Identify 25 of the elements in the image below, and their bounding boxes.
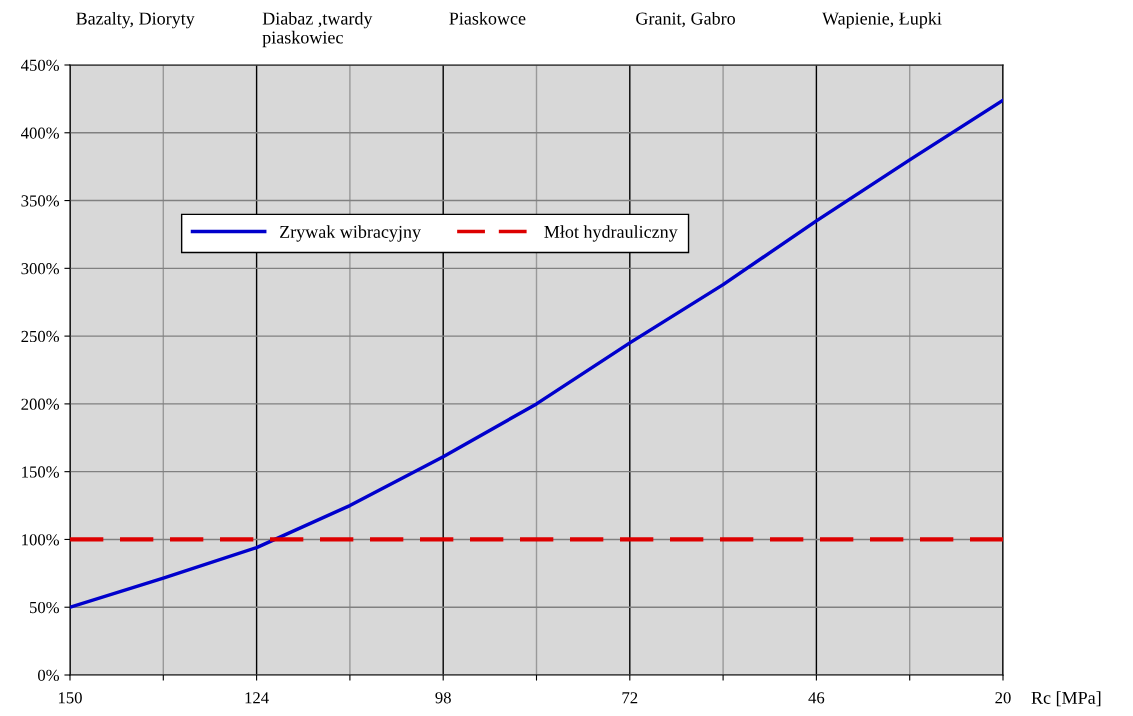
y-tick-label: 200% xyxy=(21,398,60,410)
y-tick-label: 300% xyxy=(21,263,60,275)
y-tick-label: 100% xyxy=(22,534,60,546)
y-tick-label: 250% xyxy=(21,330,60,343)
text: Piaskowce xyxy=(449,11,526,25)
x-tick-label: 72 xyxy=(622,692,638,704)
legend-label: Młot hydrauliczny xyxy=(544,225,678,242)
x-tick-label: 20 xyxy=(995,692,1011,704)
x-tick-label: 150 xyxy=(58,692,82,704)
legend-label: Zrywak wibracyjny xyxy=(280,225,421,242)
x-tick-label: 46 xyxy=(808,692,825,704)
y-tick-label: 400% xyxy=(21,127,60,139)
x-axis-title: Rc [MPa] xyxy=(1031,691,1101,707)
y-tick-label: 50% xyxy=(30,601,60,614)
text: Diabaz ,twardy piaskowiec xyxy=(262,11,373,48)
text: Wapienie, Łupki xyxy=(822,11,942,29)
x-tick-label: 124 xyxy=(245,692,269,704)
y-tick-label: 450% xyxy=(21,59,60,71)
text: Granit, Gabro xyxy=(636,11,735,28)
y-tick-label: 0% xyxy=(38,669,60,681)
y-tick-label: 150% xyxy=(22,466,60,478)
line-series xyxy=(70,98,1003,609)
y-tick-label: 350% xyxy=(21,195,60,207)
x-tick-label: 98 xyxy=(435,692,451,704)
text: Bazalty, Dioryty xyxy=(76,11,195,29)
